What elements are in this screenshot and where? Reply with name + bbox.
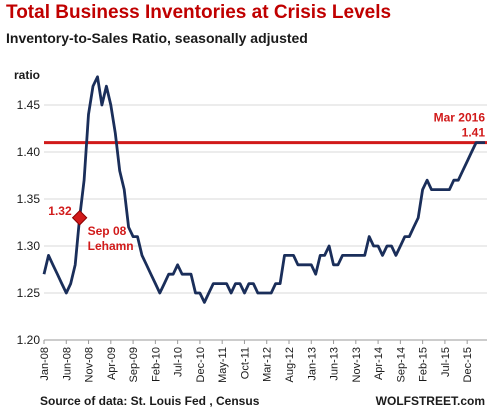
x-tick-label: Nov-13 — [351, 347, 363, 382]
brand-logo-text: WOLFSTREET.com — [375, 394, 485, 408]
annotation-label: Lehamn — [88, 239, 134, 253]
x-tick-label: Jan-08 — [39, 347, 51, 381]
x-tick-label: Nov-08 — [84, 347, 96, 382]
y-tick-label: 1.30 — [17, 239, 41, 253]
x-tick-label: Feb-10 — [150, 347, 162, 382]
annotation-label: 1.41 — [462, 126, 486, 140]
chart-subtitle: Inventory-to-Sales Ratio, seasonally adj… — [6, 30, 308, 46]
chart-title: Total Business Inventories at Crisis Lev… — [6, 2, 392, 23]
x-tick-label: Oct-11 — [239, 347, 251, 379]
x-tick-label: Sep-09 — [128, 347, 140, 382]
gridlines — [44, 104, 487, 341]
annotation-label: 1.32 — [48, 204, 72, 218]
x-tick-label: Apr-14 — [373, 347, 385, 380]
series-line — [42, 75, 485, 304]
y-axis-label: ratio — [14, 68, 40, 82]
annotation-label: Sep 08 — [88, 224, 127, 238]
x-tick-label: Dec-15 — [462, 347, 474, 382]
x-tick-label: Aug-12 — [284, 347, 296, 382]
lehman-marker — [71, 210, 88, 226]
x-tick-label: Dec-10 — [195, 347, 207, 382]
source-note: Source of data: St. Louis Fed , Census — [40, 394, 260, 408]
y-tick-label: 1.35 — [17, 192, 41, 206]
x-tick-label: Jul-10 — [173, 347, 185, 377]
y-tick-label: 1.25 — [17, 286, 41, 300]
x-tick-label: May-11 — [217, 347, 229, 383]
y-axis-ticks: 1.20 1.25 1.30 1.35 1.40 1.45 — [17, 98, 41, 347]
x-tick-label: Jan-13 — [306, 347, 318, 381]
x-tick-label: Apr-09 — [106, 347, 118, 380]
x-tick-label: Jun-08 — [61, 347, 73, 381]
x-tick-label: Jul-15 — [440, 347, 452, 377]
x-tick-label: Sep-14 — [395, 347, 407, 382]
x-tick-label: Mar-12 — [262, 347, 274, 382]
annotation-label: Mar 2016 — [434, 111, 486, 125]
y-tick-label: 1.20 — [17, 333, 41, 347]
inventory-sales-line — [42, 75, 485, 304]
x-axis-ticks: Jan-08 Jun-08 Nov-08 Apr-09 Sep-09 Feb-10 Jul-… — [39, 340, 474, 383]
x-tick-label: Feb-15 — [418, 347, 430, 382]
x-tick-label: Jun-13 — [329, 347, 341, 381]
y-tick-label: 1.45 — [17, 98, 41, 112]
y-tick-label: 1.40 — [17, 145, 41, 159]
